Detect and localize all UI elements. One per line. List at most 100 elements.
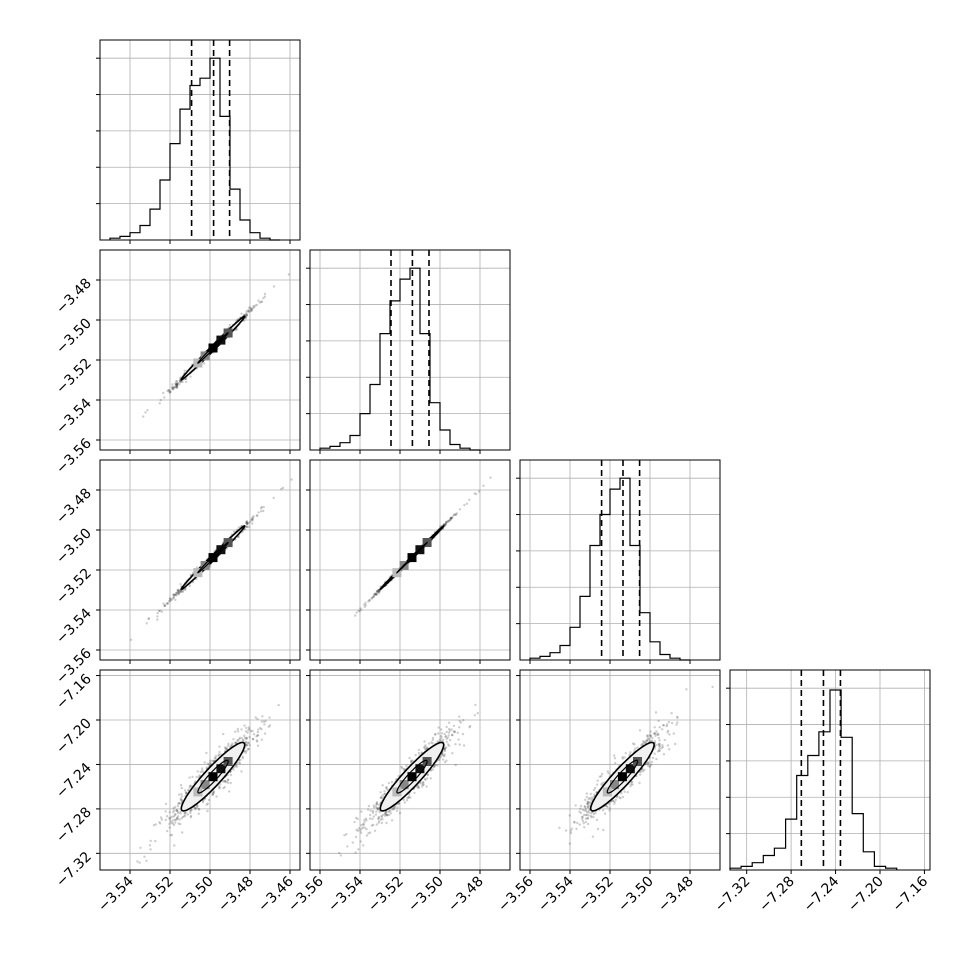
scatter-point: [158, 402, 161, 405]
scatter-point: [231, 742, 234, 745]
scatter-point: [368, 599, 371, 602]
scatter-point: [445, 759, 448, 762]
scatter-point: [164, 604, 167, 607]
scatter-point: [206, 802, 209, 805]
scatter-point: [371, 810, 375, 813]
contour-inner: [197, 332, 229, 364]
scatter-point: [437, 732, 440, 735]
scatter-point: [236, 727, 239, 731]
scatter-point: [176, 382, 179, 386]
scatter-point: [477, 490, 481, 493]
scatter-point: [259, 726, 262, 730]
scatter-point: [290, 478, 293, 481]
scatter-point: [176, 591, 179, 594]
panel-background: [310, 250, 510, 450]
panel-border: [99, 459, 301, 661]
scatter-point: [184, 811, 188, 814]
scatter-point: [373, 829, 377, 832]
scatter-point: [236, 730, 240, 733]
scatter-point: [443, 749, 447, 752]
scatter-point: [263, 292, 267, 296]
scatter-point: [417, 751, 421, 755]
scatter-point: [258, 301, 262, 304]
scatter-panel-1-0: [96, 249, 301, 454]
scatter-point: [245, 737, 249, 740]
scatter-point: [267, 725, 270, 728]
scatter-point: [255, 739, 258, 742]
scatter-point: [436, 740, 439, 743]
scatter-point: [212, 759, 215, 763]
scatter-point: [174, 813, 177, 816]
scatter-point: [213, 756, 216, 760]
scatter-point: [159, 398, 162, 402]
scatter-point: [372, 595, 375, 598]
scatter-point: [172, 811, 175, 814]
scatter-point: [205, 803, 208, 806]
scatter-point: [453, 513, 456, 516]
scatter-point: [374, 813, 378, 816]
scatter-point: [205, 766, 208, 769]
histogram-panel-3: [726, 669, 931, 874]
scatter-point: [168, 816, 171, 820]
scatter-point: [197, 808, 201, 811]
scatter-point: [388, 809, 391, 812]
scatter-point: [372, 595, 375, 599]
scatter-point: [363, 605, 366, 609]
scatter-point: [180, 799, 183, 803]
scatter-point: [177, 822, 180, 825]
scatter-point: [372, 595, 375, 598]
scatter-point: [444, 523, 447, 526]
scatter-point: [173, 818, 176, 821]
scatter-point: [188, 786, 191, 789]
scatter-point: [228, 790, 231, 793]
scatter-point: [174, 821, 177, 824]
contour-inner: [197, 541, 229, 574]
scatter-point: [280, 487, 283, 491]
scatter-point: [465, 502, 469, 505]
scatter-point: [173, 805, 177, 809]
scatter-point: [450, 516, 453, 520]
scatter-point: [473, 492, 476, 495]
panel-border: [729, 669, 931, 871]
histogram-panel-1: [306, 249, 511, 454]
scatter-point: [411, 759, 414, 762]
scatter-point: [169, 599, 172, 603]
scatter-point: [191, 775, 194, 779]
scatter-point: [443, 753, 446, 756]
scatter-point: [245, 522, 249, 525]
scatter-point: [384, 812, 387, 815]
scatter-point: [243, 724, 246, 727]
scatter-point: [206, 809, 209, 813]
scatter-point: [257, 728, 260, 731]
scatter-point: [247, 728, 250, 732]
scatter-point: [414, 753, 417, 757]
scatter-point: [175, 809, 178, 812]
scatter-point: [225, 747, 229, 750]
scatter-point: [245, 310, 248, 313]
scatter-point: [179, 797, 183, 800]
scatter-point: [359, 607, 362, 610]
panel-border: [309, 459, 511, 661]
scatter-point: [174, 382, 178, 386]
scatter-point: [392, 808, 395, 811]
scatter-point: [201, 767, 204, 770]
scatter-point: [262, 720, 266, 723]
scatter-point: [381, 796, 384, 800]
scatter-point: [178, 793, 181, 796]
scatter-point: [203, 362, 206, 365]
scatter-point: [390, 819, 394, 822]
scatter-point: [226, 778, 230, 782]
scatter-point: [168, 599, 171, 603]
scatter-point: [177, 592, 181, 595]
scatter-point: [248, 743, 251, 747]
scatter-point: [377, 590, 381, 593]
scatter-point: [211, 792, 215, 795]
scatter-point: [255, 303, 259, 307]
scatter-point: [156, 618, 159, 621]
scatter-point: [409, 796, 412, 799]
scatter-point: [365, 819, 368, 822]
scatter-point: [173, 593, 176, 597]
scatter-point: [251, 518, 254, 521]
scatter-point: [201, 769, 204, 772]
scatter-point: [357, 848, 360, 851]
